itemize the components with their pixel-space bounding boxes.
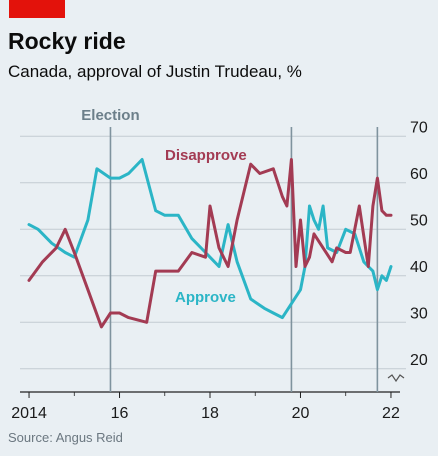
y-tick-label: 40 [410,259,428,276]
y-tick-label: 60 [410,166,428,183]
brand-tag [9,0,65,18]
chart-subtitle: Canada, approval of Justin Trudeau, % [8,62,302,81]
y-tick-label: 50 [410,212,428,229]
series-line-disapprove [27,158,393,329]
x-tick-label: 20 [292,405,310,422]
chart-title: Rocky ride [8,28,126,54]
y-tick-label: 20 [410,352,428,369]
y-tick-label: 70 [410,119,428,136]
series-label-approve: Approve [175,289,236,306]
source-note: Source: Angus Reid [8,430,123,445]
x-tick-label: 16 [111,405,129,422]
x-tick-label: 2014 [11,405,47,422]
y-tick-label: 30 [410,305,428,322]
x-tick-label: 18 [201,405,219,422]
series-line-approve [27,158,393,320]
x-tick-label: 22 [382,405,400,422]
series-label-disapprove: Disapprove [165,147,247,164]
axis-break-icon [387,374,405,383]
election-label: Election [81,107,139,124]
